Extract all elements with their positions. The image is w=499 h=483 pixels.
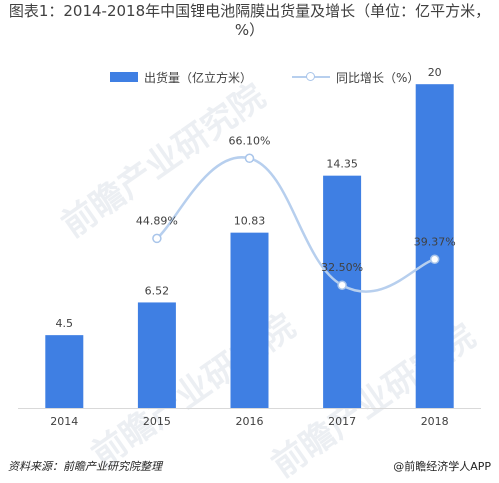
legend-item-shipments: 出货量（亿立方米） xyxy=(110,68,252,86)
bar-label-2016: 10.83 xyxy=(234,215,266,228)
bar-label-2017: 14.35 xyxy=(326,158,358,171)
brand-credit: @前瞻经济学人APP xyxy=(393,460,491,473)
growth-point-2016 xyxy=(244,153,255,164)
growth-point-2017 xyxy=(337,280,347,290)
growth-point-2015 xyxy=(152,233,162,244)
x-tick-label-2017: 2017 xyxy=(328,415,356,428)
growth-point-2018 xyxy=(429,254,440,265)
growth-label-2018: 39.37% xyxy=(414,235,456,248)
x-tick-label-2014: 2014 xyxy=(50,415,78,428)
growth-label-2017: 32.50% xyxy=(321,261,363,274)
x-tick-label-2016: 2016 xyxy=(236,415,264,428)
bar-label-2014: 4.5 xyxy=(56,317,74,330)
bar-2017 xyxy=(323,175,362,408)
legend-swatch-line xyxy=(292,72,330,82)
bar-2014 xyxy=(45,335,84,408)
bar-2018 xyxy=(415,84,454,408)
growth-label-2015: 44.89% xyxy=(136,214,178,227)
chart-legend: 出货量（亿立方米） 同比增长（%） xyxy=(0,68,499,86)
bar-2016 xyxy=(230,232,269,408)
legend-label-shipments: 出货量（亿立方米） xyxy=(144,70,253,85)
source-note: 资料来源：前瞻产业研究院整理 xyxy=(8,460,162,473)
bar-label-2015: 6.52 xyxy=(145,284,170,297)
chart-title: 图表1：2014-2018年中国锂电池隔膜出货量及增长（单位：亿平方米，%） xyxy=(8,2,491,39)
bar-label-2018: 20 xyxy=(428,66,442,79)
legend-swatch-bar xyxy=(110,72,138,82)
x-tick-label-2015: 2015 xyxy=(143,415,171,428)
growth-line xyxy=(156,156,436,293)
x-tick-label-2018: 2018 xyxy=(421,415,449,428)
bar-2015 xyxy=(137,302,176,408)
growth-label-2016: 66.10% xyxy=(229,134,271,147)
legend-label-growth: 同比增长（%） xyxy=(336,70,420,85)
legend-item-growth: 同比增长（%） xyxy=(292,68,419,86)
